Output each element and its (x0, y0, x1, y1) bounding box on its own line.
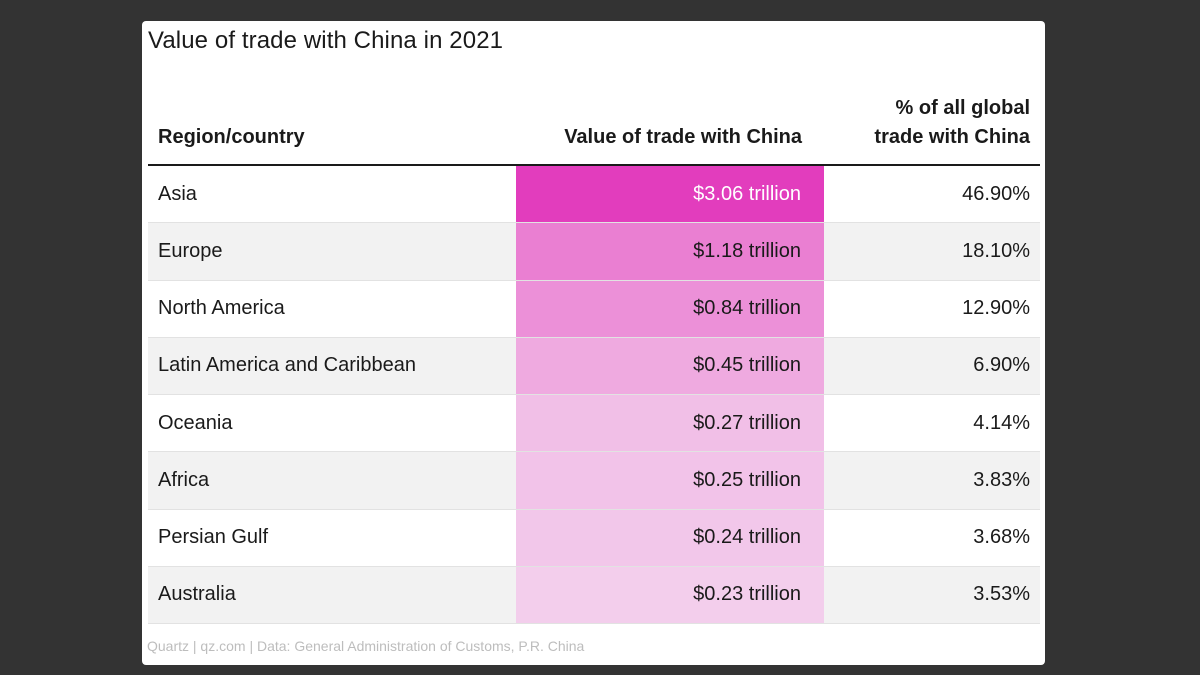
region-cell: Oceania (158, 411, 233, 434)
value-cell: $0.45 trillion (516, 337, 824, 394)
table-row: Persian Gulf $0.24 trillion 3.68% (148, 509, 1040, 567)
value-cell: $3.06 trillion (516, 166, 824, 223)
pct-cell: 6.90% (973, 354, 1030, 377)
value-cell: $0.23 trillion (516, 566, 824, 623)
pct-cell: 4.14% (973, 411, 1030, 434)
pct-cell: 3.83% (973, 468, 1030, 491)
table-row: Latin America and Caribbean $0.45 trilli… (148, 337, 1040, 395)
region-cell: Persian Gulf (158, 526, 269, 549)
table-row: North America $0.84 trillion 12.90% (148, 280, 1040, 338)
source-note: Quartz | qz.com | Data: General Administ… (147, 638, 585, 654)
region-cell: North America (158, 297, 285, 320)
region-cell: Africa (158, 468, 210, 491)
pct-cell: 3.68% (973, 526, 1030, 549)
header-pct-line-1: % of all global (895, 97, 1030, 119)
table-header: Region/country Value of trade with China… (148, 91, 1040, 166)
pct-cell: 18.10% (962, 239, 1030, 262)
pct-cell: 12.90% (962, 297, 1030, 320)
table-row: Europe $1.18 trillion 18.10% (148, 223, 1040, 281)
value-cell: $0.84 trillion (516, 280, 824, 337)
region-cell: Asia (158, 182, 197, 205)
value-cell: $0.27 trillion (516, 395, 824, 452)
chart-card: Value of trade with China in 2021 Region… (142, 21, 1045, 665)
region-cell: Latin America and Caribbean (158, 354, 416, 377)
header-pct: % of all global trade with China (874, 94, 1030, 152)
chart-title: Value of trade with China in 2021 (148, 27, 504, 54)
table-row: Oceania $0.27 trillion 4.14% (148, 395, 1040, 453)
value-cell: $0.24 trillion (516, 509, 824, 566)
header-value: Value of trade with China (564, 126, 802, 148)
trade-table: Region/country Value of trade with China… (148, 91, 1040, 624)
table-row: Asia $3.06 trillion 46.90% (148, 166, 1040, 224)
value-cell: $1.18 trillion (516, 223, 824, 280)
pct-cell: 46.90% (962, 182, 1030, 205)
region-cell: Australia (158, 583, 236, 606)
value-cell: $0.25 trillion (516, 452, 824, 509)
pct-cell: 3.53% (973, 583, 1030, 606)
table-row: Australia $0.23 trillion 3.53% (148, 566, 1040, 624)
region-cell: Europe (158, 239, 223, 262)
header-region: Region/country (158, 126, 305, 148)
header-pct-line-2: trade with China (874, 126, 1030, 148)
table-row: Africa $0.25 trillion 3.83% (148, 452, 1040, 510)
